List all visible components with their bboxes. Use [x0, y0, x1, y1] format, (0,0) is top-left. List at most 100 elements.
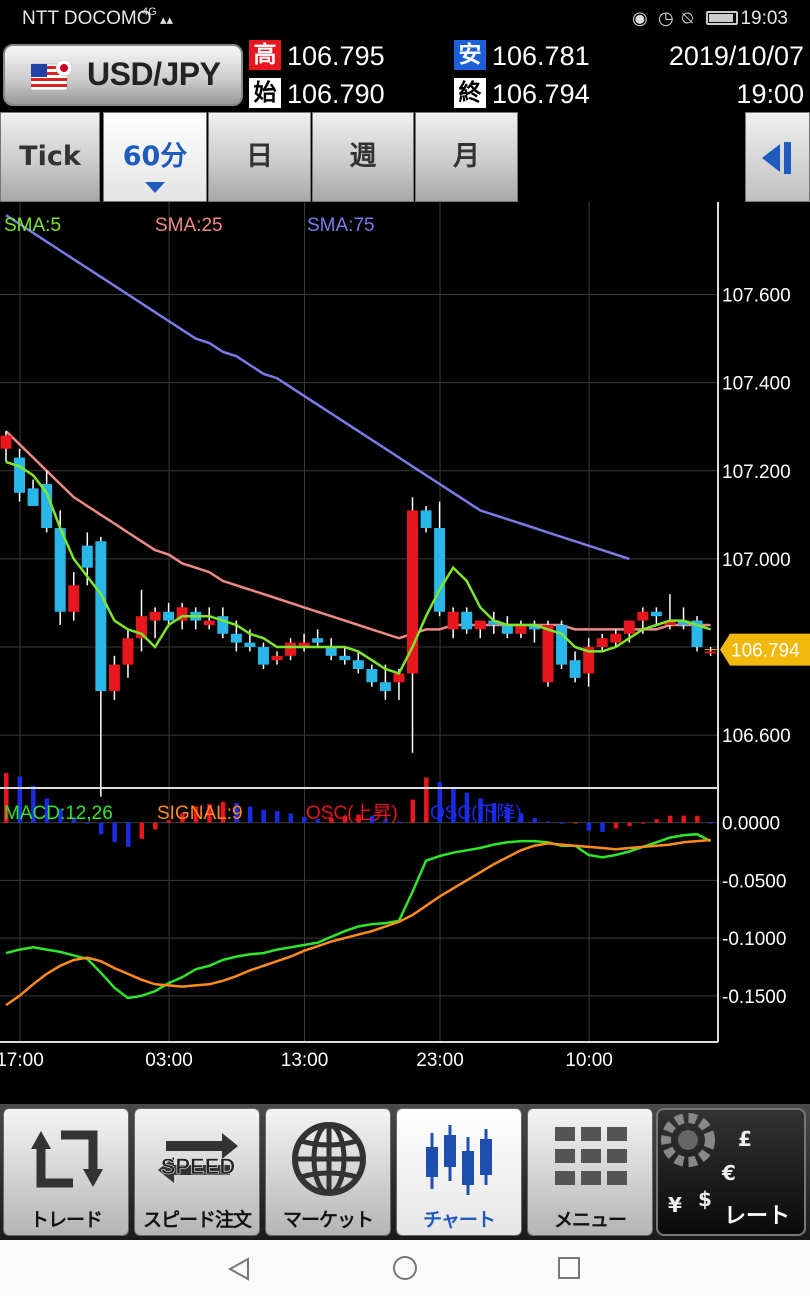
- osc-bar: [207, 804, 212, 823]
- nav-speed-order[interactable]: SPEED スピード注文: [134, 1108, 260, 1236]
- collapse-panel-button[interactable]: [745, 112, 810, 202]
- candle-body: [569, 660, 581, 678]
- candle: [27, 479, 39, 507]
- osc-bar: [695, 815, 700, 823]
- osc-bar: [396, 821, 402, 823]
- nav-rate[interactable]: £ € $ ¥ レート: [656, 1108, 806, 1236]
- candle: [136, 589, 147, 652]
- osc-bar: [302, 816, 307, 823]
- tab-month[interactable]: 月: [415, 112, 518, 202]
- candle-body: [678, 620, 689, 625]
- nav-trade[interactable]: トレード: [3, 1108, 129, 1236]
- svg-text:£: £: [738, 1127, 752, 1151]
- candle-body: [81, 545, 93, 568]
- carrier-label: NTT DOCOMO: [22, 8, 152, 29]
- candle: [122, 629, 134, 678]
- osc-bar: [329, 818, 334, 823]
- osc-bar: [17, 776, 23, 823]
- speed-text: SPEED: [161, 1154, 236, 1179]
- osc-bar: [613, 822, 619, 829]
- candle: [41, 470, 53, 533]
- candle-body: [461, 611, 473, 630]
- currency-pair-button[interactable]: USD/JPY: [3, 44, 243, 106]
- candle: [312, 629, 324, 648]
- candle-body: [393, 673, 405, 683]
- macd-tick-label: -0.0500: [722, 871, 786, 892]
- candle: [366, 664, 378, 687]
- candle-body: [95, 541, 107, 692]
- timeframe-tabs: Tick 60分 日 週 月: [0, 112, 520, 202]
- price-chart[interactable]: 107.600 107.400 107.200 107.000 106.600 0.000…: [0, 202, 810, 1102]
- candle: [0, 431, 12, 462]
- osc-bar: [573, 822, 578, 824]
- candle-body: [68, 585, 80, 612]
- recents-icon[interactable]: [557, 1256, 581, 1280]
- candle: [420, 506, 432, 533]
- time-tick-label: 03:00: [145, 1050, 193, 1071]
- trade-icon: [31, 1130, 103, 1188]
- osc-bar: [193, 806, 199, 823]
- low-value: 106.781: [492, 41, 590, 71]
- candle-body: [637, 611, 649, 621]
- candle: [217, 607, 229, 639]
- high-value: 106.795: [287, 41, 385, 71]
- legend-sma5: SMA:5: [4, 215, 61, 236]
- nav-market[interactable]: マーケット: [265, 1108, 391, 1236]
- candle: [203, 607, 215, 630]
- candle-body: [434, 528, 446, 612]
- nav-chart[interactable]: チャート: [396, 1108, 522, 1236]
- chart-icon: [426, 1125, 492, 1195]
- osc-bar: [71, 818, 77, 823]
- candle-body: [27, 488, 39, 507]
- osc-bar: [667, 815, 673, 823]
- nav-label: メニュー: [553, 1209, 627, 1231]
- osc-bar: [491, 803, 497, 823]
- osc-bar: [627, 822, 632, 827]
- tab-label: Tick: [19, 141, 81, 172]
- candle-body: [108, 664, 120, 692]
- current-price-marker: [720, 633, 810, 666]
- osc-bar: [125, 822, 131, 847]
- candle: [14, 448, 26, 502]
- time-tick-label: 17:00: [0, 1050, 44, 1071]
- home-icon[interactable]: [392, 1255, 418, 1281]
- osc-bar: [234, 803, 239, 823]
- candle-body: [163, 611, 175, 621]
- candle-body: [501, 624, 513, 634]
- tab-label: 日: [246, 141, 273, 172]
- candle: [352, 651, 364, 674]
- tab-week[interactable]: 週: [312, 112, 414, 202]
- tab-tick[interactable]: Tick: [0, 112, 100, 202]
- tab-label: 週: [349, 141, 377, 172]
- current-price-label: 106.794: [731, 641, 800, 662]
- candle-body: [542, 624, 554, 683]
- candle: [298, 633, 310, 652]
- alarm-icon: ◷: [658, 8, 674, 28]
- battery-icon: [706, 11, 738, 25]
- candle-body: [298, 642, 310, 648]
- candle-body: [230, 633, 242, 643]
- candle-body: [0, 435, 12, 449]
- back-icon[interactable]: [226, 1256, 252, 1282]
- candle: [474, 620, 486, 639]
- candle: [488, 611, 500, 634]
- osc-bar: [220, 801, 226, 823]
- osc-bar: [478, 798, 483, 823]
- tab-60min[interactable]: 60分: [103, 112, 207, 202]
- candle: [257, 642, 269, 670]
- bottom-navigation: トレード SPEED スピード注文 マーケット チャート: [0, 1104, 810, 1240]
- candle-body: [352, 660, 364, 670]
- osc-bar: [356, 814, 361, 823]
- candle: [149, 607, 161, 639]
- price-tick-label: 106.600: [722, 726, 791, 747]
- candle-body: [447, 611, 459, 630]
- osc-bar: [315, 819, 321, 823]
- candle: [678, 607, 689, 630]
- osc-bar: [153, 822, 158, 830]
- tab-label: 月: [453, 141, 480, 172]
- quote-date: 2019/10/07: [668, 41, 804, 71]
- candle-body: [650, 611, 662, 617]
- candle: [447, 607, 459, 639]
- tab-day[interactable]: 日: [208, 112, 311, 202]
- nav-menu[interactable]: メニュー: [527, 1108, 653, 1236]
